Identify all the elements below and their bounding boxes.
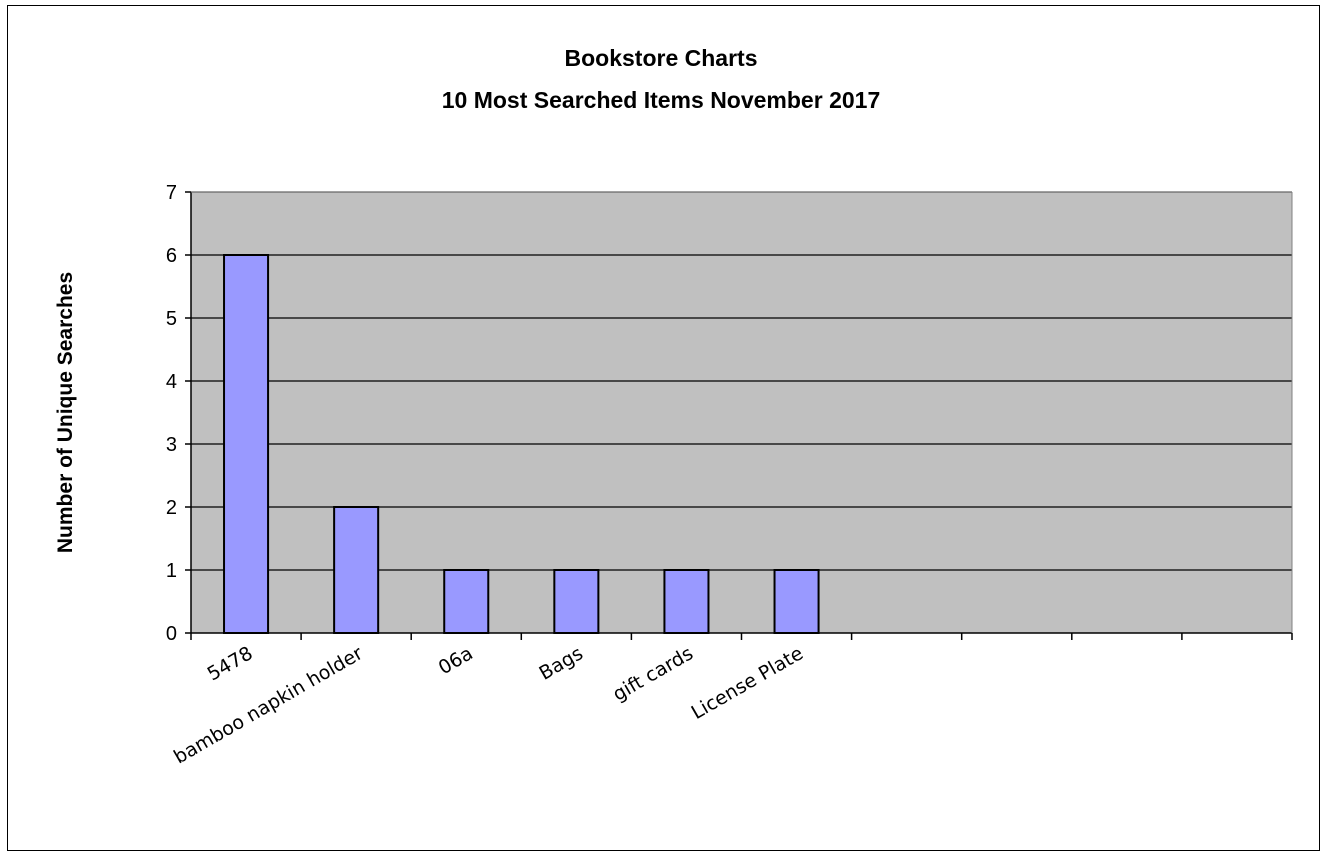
y-tick-label: 6 [166, 245, 177, 267]
bar [443, 569, 490, 634]
y-tick-label: 2 [166, 497, 177, 519]
y-tick-label: 4 [166, 371, 177, 393]
y-tick-label: 3 [166, 434, 177, 456]
bar [333, 506, 380, 634]
y-tick-label: 7 [166, 182, 177, 204]
chart-title: Bookstore Charts [564, 45, 758, 71]
y-tick-label: 0 [166, 623, 177, 645]
chart-subtitle: 10 Most Searched Items November 2017 [441, 87, 881, 113]
y-tick-label: 5 [166, 308, 177, 330]
x-tick-label: 5478 [204, 642, 257, 685]
bar [223, 254, 270, 634]
y-tick-labels: 0 1 2 3 4 5 6 7 [166, 182, 177, 645]
x-tick-label: bamboo napkin holder [170, 642, 367, 768]
x-tick-label: Bags [535, 642, 586, 684]
bar [663, 569, 710, 634]
x-tick-label: gift cards [609, 642, 697, 705]
bar [553, 569, 600, 634]
x-tick-label: License Plate [688, 642, 807, 724]
y-tick-label: 1 [166, 560, 177, 582]
y-axis-label: Number of Unique Searches [54, 272, 77, 553]
axes [185, 191, 1293, 640]
bar [773, 569, 820, 634]
x-tick-label: 06a [435, 642, 477, 679]
